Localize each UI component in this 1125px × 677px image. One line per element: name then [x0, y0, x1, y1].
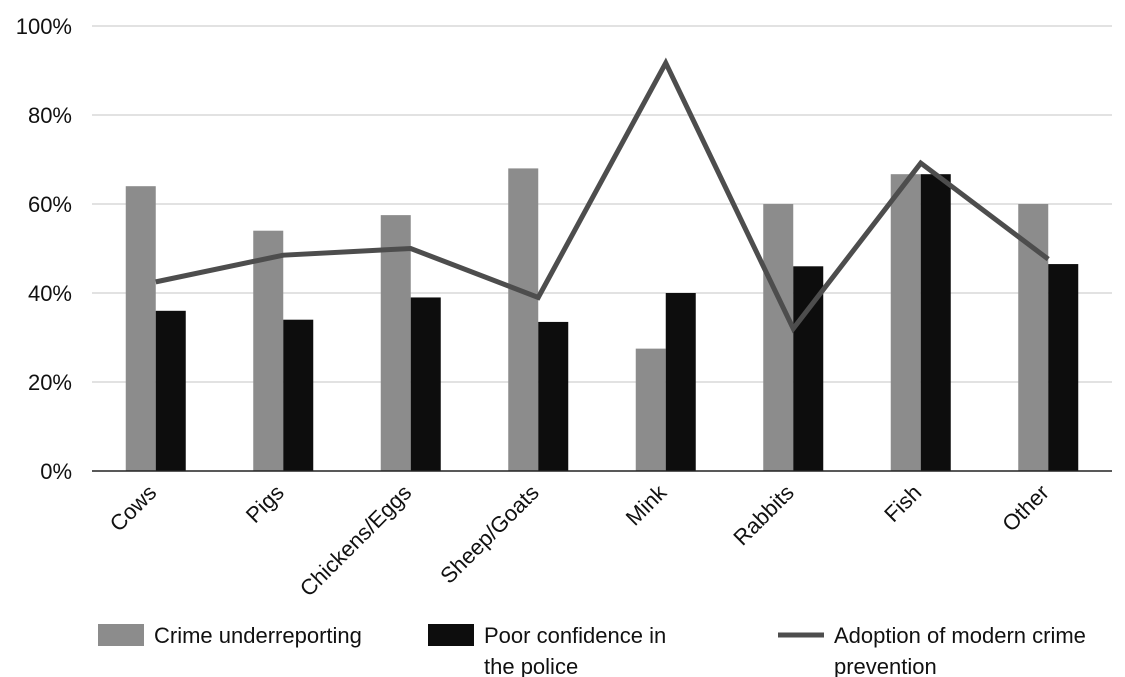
x-tick-label: Cows — [105, 480, 162, 537]
legend: Crime underreporting Poor confidence in th… — [98, 623, 1086, 677]
x-tick-label: Fish — [879, 480, 926, 527]
x-tick-label: Sheep/Goats — [435, 480, 543, 588]
legend-swatch — [98, 624, 144, 646]
legend-label: the police — [484, 654, 578, 677]
bar-confidence — [793, 266, 824, 471]
bar-confidence — [410, 297, 441, 471]
bar-underreporting — [125, 186, 156, 471]
x-tick-label: Other — [997, 480, 1054, 537]
bar-confidence — [538, 321, 569, 471]
y-tick-label: 0% — [40, 459, 72, 484]
bar-confidence — [283, 319, 314, 471]
bar-underreporting — [253, 230, 284, 471]
bar-confidence — [155, 310, 186, 471]
y-tick-label: 60% — [28, 192, 72, 217]
legend-swatch — [428, 624, 474, 646]
y-tick-label: 20% — [28, 370, 72, 395]
x-tick-label: Pigs — [241, 480, 289, 528]
legend-label: Adoption of modern crime — [834, 623, 1086, 648]
x-tick-label: Chickens/Eggs — [295, 480, 416, 601]
bar-underreporting — [508, 168, 539, 471]
y-tick-label: 40% — [28, 281, 72, 306]
bar-underreporting — [380, 215, 411, 471]
x-tick-label: Rabbits — [728, 480, 798, 550]
bar-confidence — [920, 174, 951, 471]
y-axis-ticks: 0% 20% 40% 60% 80% 100% — [16, 14, 72, 484]
bar-underreporting — [635, 348, 666, 471]
legend-label: Poor confidence in — [484, 623, 666, 648]
legend-label: prevention — [834, 654, 937, 677]
bar-confidence — [1048, 264, 1079, 471]
bar-underreporting — [1018, 204, 1049, 471]
x-tick-label: Mink — [621, 479, 672, 530]
bar-confidence — [665, 293, 696, 471]
gridlines — [92, 25, 1112, 383]
y-tick-label: 100% — [16, 14, 72, 39]
y-tick-label: 80% — [28, 103, 72, 128]
bars — [125, 168, 1079, 471]
bar-underreporting — [890, 174, 921, 471]
legend-label: Crime underreporting — [154, 623, 362, 648]
line-series — [155, 57, 1050, 334]
x-axis-categories: Cows Pigs Chickens/Eggs Sheep/Goats Mink Rabb… — [105, 479, 1054, 601]
bar-underreporting — [763, 204, 794, 471]
line-adoption — [155, 57, 1050, 334]
